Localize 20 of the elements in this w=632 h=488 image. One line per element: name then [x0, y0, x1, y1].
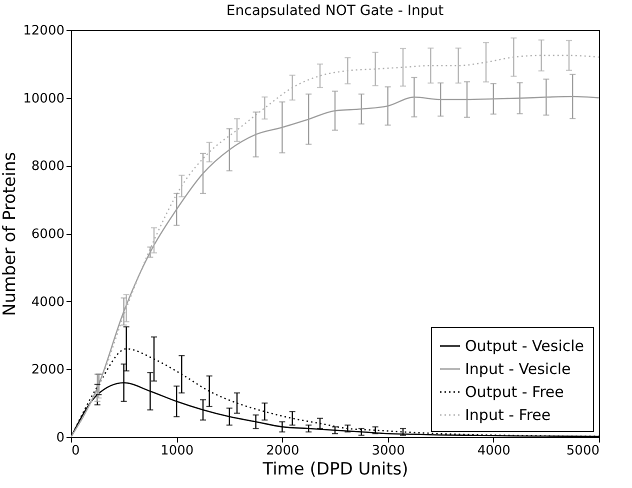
- y-tick-label: 8000: [31, 159, 64, 174]
- y-tick-label: 6000: [31, 227, 64, 242]
- legend-label: Output - Free: [465, 383, 564, 401]
- chart-title: Encapsulated NOT Gate - Input: [226, 3, 444, 19]
- x-tick-label: 2000: [266, 444, 300, 458]
- y-tick-label: 0: [56, 430, 64, 446]
- y-tick-label: 10000: [23, 91, 64, 106]
- legend-label: Output - Vesicle: [465, 337, 584, 355]
- y-axis-title: Number of Proteins: [0, 152, 20, 316]
- x-axis-title: Time (DPD Units): [262, 460, 408, 480]
- x-tick-label: 1000: [160, 444, 194, 458]
- x-tick-label: 4000: [477, 444, 510, 458]
- y-tick-label: 2000: [31, 362, 64, 378]
- x-tick-label: 5000: [566, 444, 600, 458]
- legend-label: Input - Vesicle: [465, 360, 571, 378]
- y-tick-label: 4000: [31, 294, 64, 310]
- x-tick-label: 0: [72, 444, 80, 458]
- legend-label: Input - Free: [465, 406, 551, 424]
- x-tick-label: 3000: [372, 444, 405, 458]
- y-tick-label: 12000: [23, 24, 64, 38]
